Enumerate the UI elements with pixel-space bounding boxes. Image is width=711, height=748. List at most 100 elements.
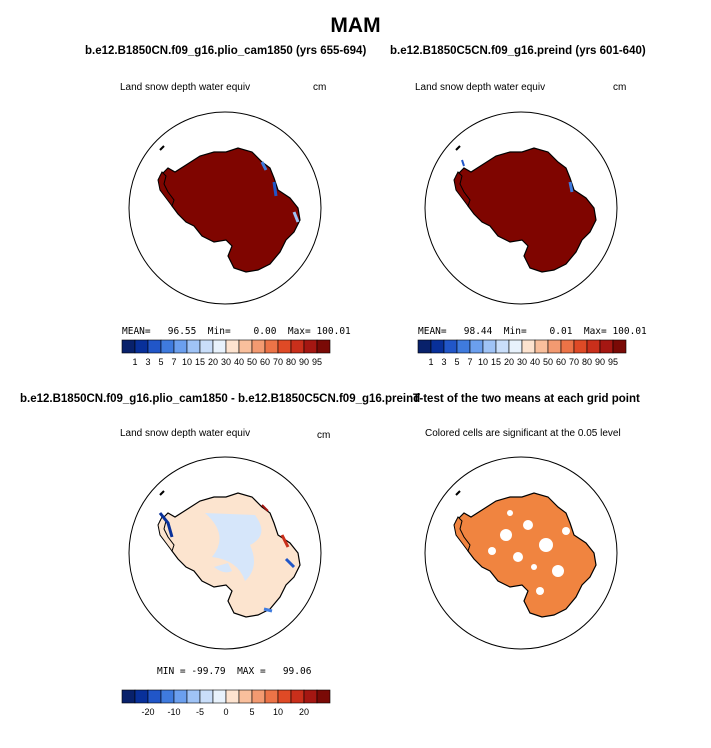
- negative-difference-region: [214, 563, 232, 573]
- panel-title-top-left: b.e12.B1850CN.f09_g16.plio_cam1850 (yrs …: [85, 45, 367, 57]
- colorbar-tick-label: 50: [543, 357, 553, 367]
- colorbar-tick-label: 30: [221, 357, 231, 367]
- colorbar-swatch: [160, 689, 175, 704]
- colorbar-swatch: [199, 689, 214, 704]
- colorbar-tick-label: 10: [273, 707, 283, 717]
- strong-negative-edge: [284, 557, 296, 569]
- colorbar-tick-label: 10: [182, 357, 192, 367]
- colorbar-swatch: [316, 689, 331, 704]
- colorbar-swatch: [290, 689, 305, 704]
- colorbar-tick-label: 1: [428, 357, 433, 367]
- colorbar-swatch: [303, 339, 318, 354]
- low-snow-edge: [292, 211, 300, 223]
- island-coast: [159, 490, 165, 496]
- non-significant-cell: [488, 547, 496, 555]
- colorbar-swatch: [238, 339, 253, 354]
- low-snow-edge: [461, 159, 465, 167]
- colorbar-swatch: [134, 339, 149, 354]
- colorbar-swatch: [212, 689, 227, 704]
- colorbar-swatch: [495, 339, 510, 354]
- colorbar-tick-label: 20: [299, 707, 309, 717]
- non-significant-cell: [531, 564, 537, 570]
- colorbar-swatch: [121, 689, 136, 704]
- colorbar-tick-label: 30: [517, 357, 527, 367]
- colorbar-tick-label: 50: [247, 357, 257, 367]
- colorbar-swatch: [547, 339, 562, 354]
- non-significant-cell: [523, 520, 533, 530]
- map-panel-1: [128, 111, 322, 305]
- colorbar-swatch: [212, 339, 227, 354]
- colorbar-swatch: [264, 339, 279, 354]
- strong-positive-edge: [261, 504, 269, 512]
- colorbar-tick-label: -10: [167, 707, 180, 717]
- colorbar-swatch: [290, 339, 305, 354]
- colorbar-swatch: [573, 339, 588, 354]
- colorbar-swatch: [134, 689, 149, 704]
- colorbar-swatch: [160, 339, 175, 354]
- non-significant-cell: [536, 587, 544, 595]
- colorbar-swatch: [238, 689, 253, 704]
- colorbar-tick-label: 40: [234, 357, 244, 367]
- colorbar-tick-label: 80: [286, 357, 296, 367]
- panel-title-bottom-right: T-test of the two means at each grid poi…: [413, 393, 640, 405]
- colorbar-tick-label: 90: [595, 357, 605, 367]
- colorbar-tick-label: 60: [556, 357, 566, 367]
- figure-title: MAM: [330, 14, 381, 37]
- colorbar-swatch: [173, 689, 188, 704]
- colorbar-swatch: [173, 339, 188, 354]
- non-significant-cell: [513, 552, 523, 562]
- colorbar-swatch: [225, 689, 240, 704]
- colorbar-swatch: [521, 339, 536, 354]
- colorbar-swatch: [147, 339, 162, 354]
- low-snow-edge: [260, 161, 268, 171]
- island-coast: [455, 145, 461, 151]
- non-significant-cell: [500, 529, 512, 541]
- map-panel-2: [424, 111, 618, 305]
- colorbar-tick-label: 5: [158, 357, 163, 367]
- colorbar-swatch: [186, 339, 201, 354]
- strong-negative-edge: [263, 607, 273, 613]
- colorbar-tick-label: 95: [312, 357, 322, 367]
- colorbar-swatch: [277, 339, 292, 354]
- colorbar-tick-label: 15: [491, 357, 501, 367]
- colorbar-swatch: [599, 339, 614, 354]
- low-snow-edge: [272, 181, 278, 197]
- colorbar-swatch: [251, 689, 266, 704]
- panel1-stats: MEAN= 96.55 Min= 0.00 Max= 100.01: [122, 326, 351, 337]
- colorbar-swatch: [251, 339, 266, 354]
- panel2-stats: MEAN= 98.44 Min= 0.01 Max= 100.01: [418, 326, 647, 337]
- panel1-variable-label: Land snow depth water equiv: [120, 82, 251, 93]
- colorbar-swatch: [482, 339, 497, 354]
- colorbar-tick-label: 70: [569, 357, 579, 367]
- colorbar-tick-label: 7: [171, 357, 176, 367]
- colorbar-tick-label: 20: [504, 357, 514, 367]
- colorbar-tick-label: 5: [454, 357, 459, 367]
- low-snow-edge: [568, 181, 574, 193]
- non-significant-cell: [539, 538, 553, 552]
- colorbar-tick-label: -5: [196, 707, 204, 717]
- colorbar-difference: -20 -10 -5 0 5 10 20: [121, 689, 331, 717]
- panel-title-bottom-left: b.e12.B1850CN.f09_g16.plio_cam1850 - b.e…: [20, 393, 421, 405]
- strong-positive-edge: [280, 534, 290, 548]
- colorbar-swatch: [443, 339, 458, 354]
- colorbar-tick-label: 95: [608, 357, 618, 367]
- island-coast: [455, 490, 461, 496]
- colorbar-tick-label: 60: [260, 357, 270, 367]
- colorbar-tick-label: 1: [132, 357, 137, 367]
- panel3-variable-label: Land snow depth water equiv: [120, 428, 251, 439]
- colorbar-swatch: [534, 339, 549, 354]
- strong-negative-edge: [158, 512, 174, 538]
- colorbar-swatch: [560, 339, 575, 354]
- map-panel-3: [128, 456, 322, 650]
- colorbar-swatch: [186, 689, 201, 704]
- colorbar-tick-label: 40: [530, 357, 540, 367]
- colorbar-tick-label: 90: [299, 357, 309, 367]
- non-significant-cell: [552, 565, 564, 577]
- colorbar-swatch: [417, 339, 432, 354]
- colorbar-swatch: [147, 689, 162, 704]
- colorbar-tick-label: 3: [145, 357, 150, 367]
- non-significant-cell: [562, 527, 570, 535]
- colorbar-swatch: [264, 689, 279, 704]
- colorbar-swatch: [430, 339, 445, 354]
